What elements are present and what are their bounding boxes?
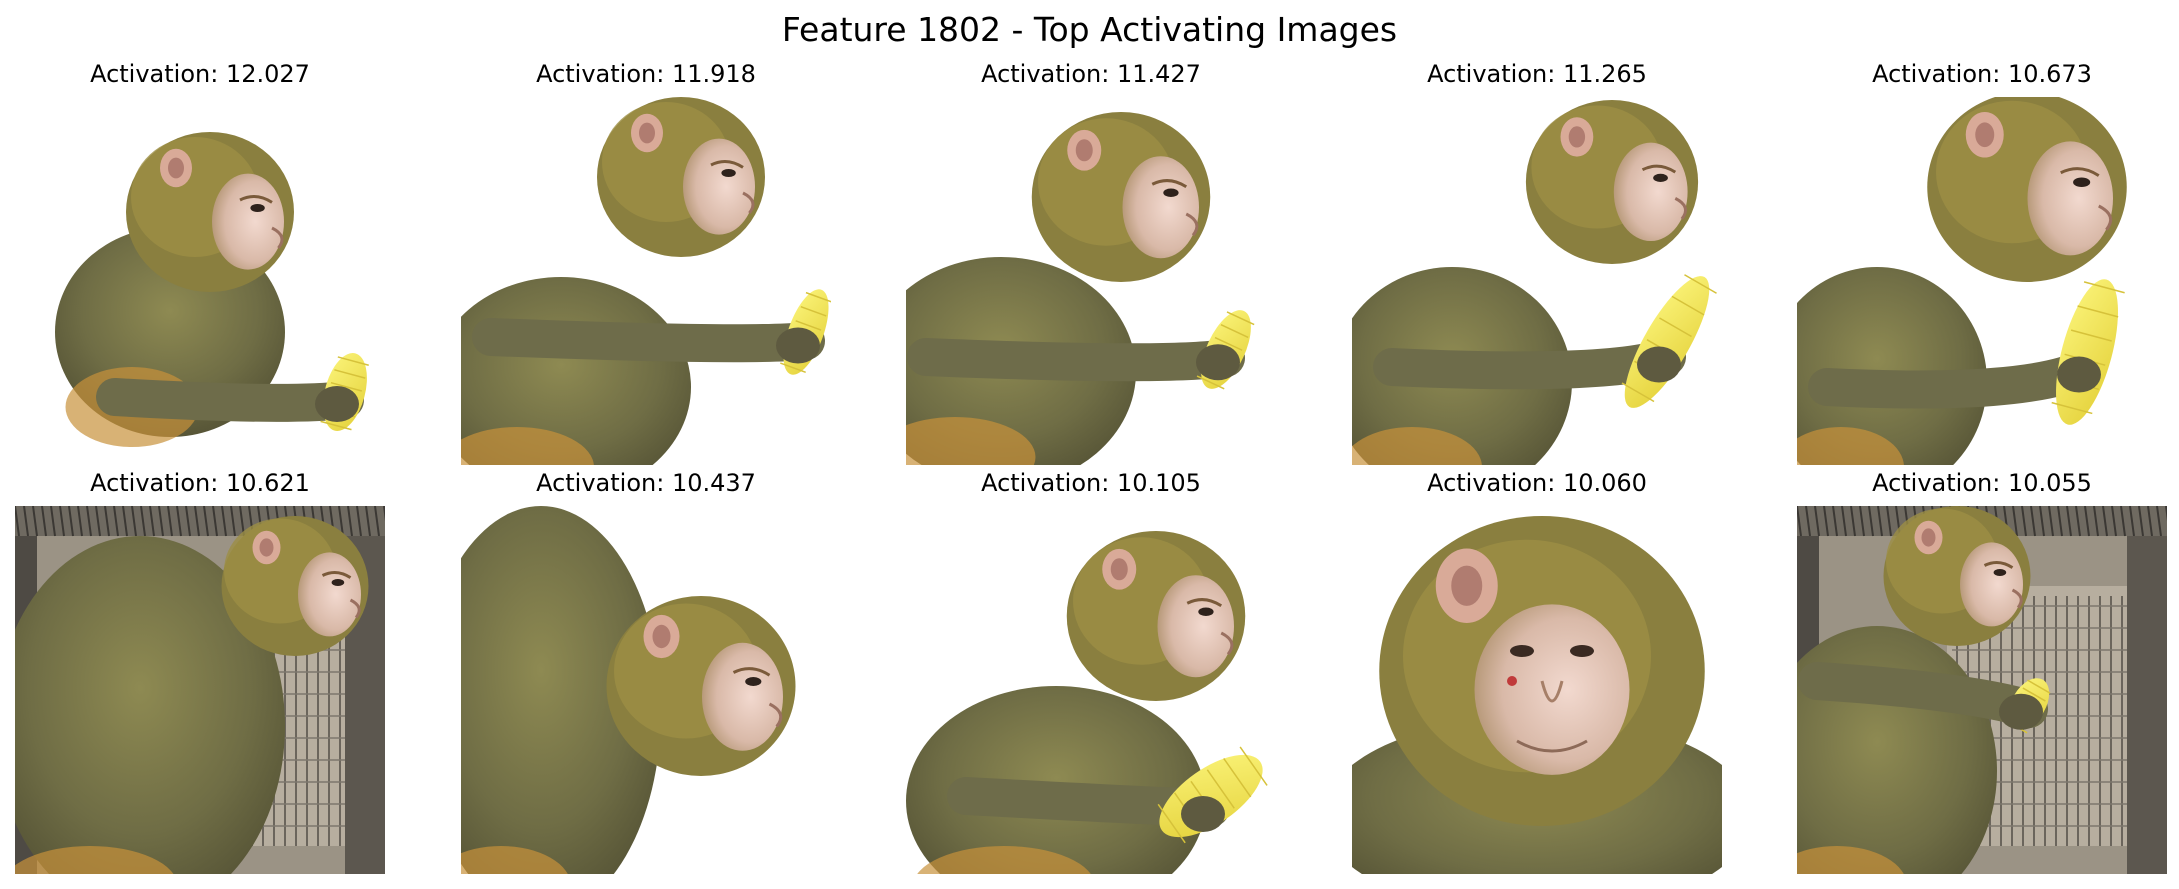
activation-label: Activation: 11.918 bbox=[536, 60, 756, 88]
monkey-corn-image bbox=[906, 97, 1276, 465]
monkey-illustration bbox=[1352, 506, 1722, 874]
monkey-illustration bbox=[15, 506, 385, 874]
activation-label: Activation: 10.621 bbox=[90, 469, 310, 497]
monkey-corn-image bbox=[461, 97, 831, 465]
monkey-corn-image bbox=[1352, 97, 1722, 465]
monkey-corn-image bbox=[1797, 97, 2167, 465]
monkey-illustration bbox=[1797, 97, 2167, 465]
monkey-illustration bbox=[906, 506, 1276, 874]
monkey-corn-image bbox=[15, 97, 385, 465]
monkey-illustration bbox=[1352, 97, 1722, 465]
monkey-illustration bbox=[461, 506, 831, 874]
activation-label: Activation: 10.437 bbox=[536, 469, 756, 497]
monkey-illustration bbox=[1797, 506, 2167, 874]
monkey-illustration bbox=[15, 97, 385, 465]
monkey-cage-image bbox=[15, 506, 385, 874]
activation-label: Activation: 10.673 bbox=[1872, 60, 2092, 88]
monkey-corn-image bbox=[906, 506, 1276, 874]
activation-label: Activation: 10.060 bbox=[1427, 469, 1647, 497]
activation-label: Activation: 12.027 bbox=[90, 60, 310, 88]
figure-title: Feature 1802 - Top Activating Images bbox=[781, 10, 1398, 49]
activation-label: Activation: 11.265 bbox=[1427, 60, 1647, 88]
monkey-illustration bbox=[461, 97, 831, 465]
monkey-face-image bbox=[1352, 506, 1722, 874]
activation-label: Activation: 10.055 bbox=[1872, 469, 2092, 497]
monkey-cage-image bbox=[1797, 506, 2167, 874]
activation-label: Activation: 10.105 bbox=[981, 469, 1201, 497]
activation-label: Activation: 11.427 bbox=[981, 60, 1201, 88]
monkey-illustration bbox=[906, 97, 1276, 465]
monkey-image bbox=[461, 506, 831, 874]
